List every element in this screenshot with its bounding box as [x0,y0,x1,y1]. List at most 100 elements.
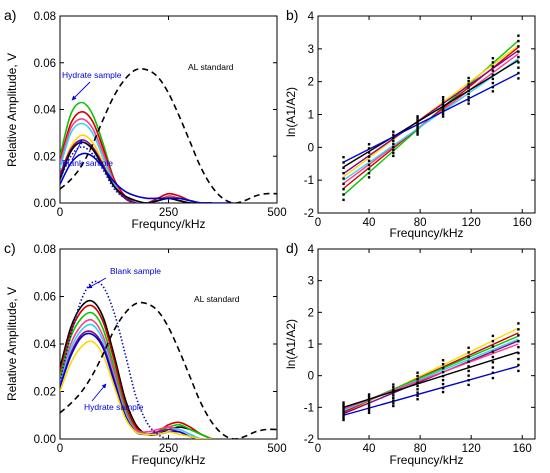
x-tick-label: 500 [267,443,286,455]
y-axis-label: ln(A1/A2) [284,87,298,137]
y-tick-label: 4 [308,11,315,23]
data-point [517,328,520,331]
data-point [367,404,371,408]
data-point [517,61,520,64]
series-line-10 [60,301,277,439]
data-point [367,163,371,167]
data-point [467,80,470,83]
data-point [416,128,419,132]
data-point [517,334,520,337]
series-line-9 [60,280,191,439]
data-point [392,383,395,386]
data-point [392,133,395,136]
data-point [416,119,419,123]
data-point [392,136,395,139]
data-point [441,378,445,382]
fit-line-7 [343,351,519,409]
data-point [416,115,419,118]
x-tick-label: 250 [159,443,178,455]
data-point [467,346,470,349]
y-tick-label: 1 [308,110,314,122]
data-point [416,388,419,391]
data-point [416,381,419,384]
data-point [392,396,395,400]
data-point [491,366,495,369]
data-point [392,391,395,394]
data-point [367,147,371,150]
y-tick-label: 0.08 [34,244,56,256]
chart-panel-1: 0 250 500 0.00 0.02 0.04 0.06 0.08 Frequncy/kHz R… [4,7,287,231]
data-point [517,322,520,325]
x-axis-label: Frequncy/kHz [131,453,205,467]
y-tick-label: 4 [308,244,315,256]
x-tick-label: 120 [462,217,481,229]
data-point [342,405,345,409]
annotation-label: AL standard [188,62,234,72]
y-tick-label: 0.06 [34,292,56,304]
y-tick-label: 0.00 [34,198,56,210]
x-tick-label: 80 [414,443,427,455]
x-tick-label: 500 [267,207,286,219]
data-point [467,355,470,359]
y-tick-label: 0.04 [34,339,57,351]
series-line-1 [60,299,213,439]
fit-line-5 [343,340,519,415]
panel-label: d) [286,240,298,256]
y-tick-label: 1 [308,339,314,351]
data-point [467,86,470,89]
annotation-arrow [71,139,83,161]
panel-label: b) [286,7,298,23]
data-point [342,198,345,202]
panel-label: c) [4,240,16,256]
data-point [517,39,520,43]
data-point [491,355,495,359]
data-point [517,34,520,37]
series-line-6 [60,330,212,439]
data-point [467,99,470,102]
x-tick-label: 0 [315,217,321,229]
x-tick-label: 160 [513,443,532,455]
data-point [491,57,495,60]
annotation-label: Hydrate sample [84,402,144,412]
data-point [367,411,371,415]
x-tick-label: 0 [57,443,63,455]
data-point [392,388,395,392]
data-point [392,394,395,397]
y-tick-label: 0 [308,371,314,383]
fit-line-7 [343,59,519,168]
data-point [416,391,419,394]
data-point [416,124,419,127]
annotation-label: Blank sample [110,266,161,276]
data-point [342,161,345,164]
plot-area [60,67,277,203]
data-point [467,360,470,363]
y-tick-label: 0.00 [34,434,56,446]
data-point [392,142,395,146]
data-point [517,363,520,367]
data-point [367,407,371,410]
y-tick-label: -1 [304,175,314,187]
series-line-7 [60,141,212,203]
data-point [441,382,445,386]
data-point [517,45,520,48]
data-point [392,151,395,155]
data-point [367,159,371,162]
data-point [392,148,395,152]
data-point [491,81,495,85]
data-point [392,139,395,143]
y-axis-label: Relative Amplitude, V [5,53,19,167]
fit-line-8 [343,365,519,416]
data-point [491,376,495,380]
x-tick-label: 80 [414,217,427,229]
data-point [342,171,345,175]
data-point [467,379,470,382]
y-tick-label: 0.02 [34,387,56,399]
y-tick-label: -2 [304,208,314,220]
data-point [517,357,520,361]
data-point [467,365,470,368]
y-tick-label: -2 [304,434,314,446]
data-point [416,126,419,129]
series-line-5 [60,323,212,439]
data-point [416,384,419,388]
y-axis-label: Relative Amplitude, V [5,287,19,401]
